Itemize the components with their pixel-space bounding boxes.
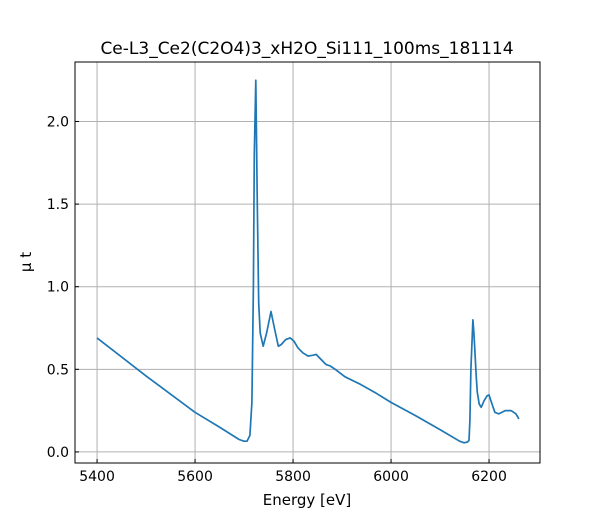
x-tick-label: 5800 (275, 469, 311, 485)
series-layer (96, 79, 520, 444)
ticks: 5400 5600 5800 6000 6200 0.0 0.5 1.0 1.5 2.0 (47, 114, 507, 485)
grid (75, 62, 540, 463)
chart-title: Ce-L3_Ce2(C2O4)3_xH2O_Si111_100ms_181114 (100, 39, 513, 59)
series-line (96, 79, 520, 444)
x-tick-label: 6000 (373, 469, 409, 485)
y-tick-label: 2.0 (47, 114, 69, 130)
y-tick-label: 1.5 (47, 197, 69, 213)
y-axis-label: μ t (17, 252, 35, 272)
x-axis-label: Energy [eV] (263, 491, 351, 509)
x-tick-label: 5600 (177, 469, 213, 485)
x-tick-label: 5400 (79, 469, 115, 485)
y-tick-label: 0.0 (47, 445, 69, 461)
x-tick-label: 6200 (471, 469, 507, 485)
y-tick-label: 0.5 (47, 362, 69, 378)
axes-frame (74, 61, 541, 464)
y-tick-label: 1.0 (47, 280, 69, 296)
